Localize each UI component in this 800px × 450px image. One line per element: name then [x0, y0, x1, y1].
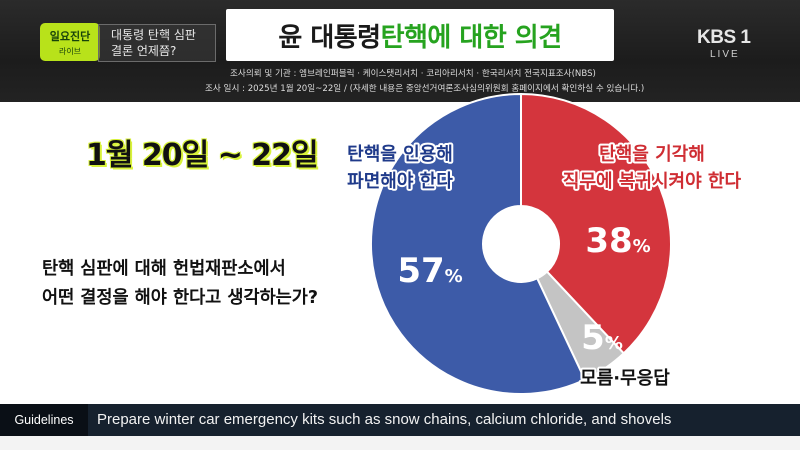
news-ticker: Guidelines Prepare winter car emergency …: [0, 404, 800, 436]
top-banner: 일요진단 라이브 대통령 탄핵 심판 결론 언제쯤? 윤 대통령 탄핵에 대한 …: [0, 0, 800, 102]
ticker-tag: Guidelines: [0, 404, 88, 436]
slice-label-0-line-1: 탄핵을 인용해: [347, 144, 453, 165]
slice-value-2: 5%: [581, 318, 623, 358]
question-line-1: 탄핵 심판에 대해 헌법재판소에서: [42, 259, 286, 279]
live-indicator: LIVE: [710, 49, 740, 60]
slice-label-1-line-1: 탄핵을 기각해: [599, 144, 705, 165]
title-part-1: 윤 대통령: [278, 22, 381, 53]
slice-value-1: 38%: [585, 221, 650, 261]
question-line-2: 어떤 결정을 해야 한다고 생각하는가?: [42, 288, 319, 308]
survey-question: 탄핵 심판에 대해 헌법재판소에서 어떤 결정을 해야 한다고 생각하는가?: [42, 255, 318, 313]
slice-label-0-line-2: 파면해야 한다: [347, 171, 453, 192]
pie-slice-0: [370, 92, 587, 395]
bottom-strip: [0, 436, 800, 450]
page-title: 윤 대통령 탄핵에 대한 의견: [226, 9, 614, 61]
ticker-text: Prepare winter car emergency kits such a…: [97, 411, 672, 428]
show-badge: 일요진단 라이브: [40, 23, 100, 61]
slice-value-0: 57%: [397, 251, 462, 291]
show-live-label: 라이브: [58, 47, 82, 56]
topic-line-2: 결론 언제쯤?: [111, 44, 177, 58]
slice-label-1-line-2: 직무에 복귀시켜야 한다: [563, 171, 742, 192]
title-part-2: 탄핵에 대한 의견: [380, 22, 563, 53]
slice-label-2-line-1: 모름·무응답: [580, 368, 670, 389]
date-range: 1월 20일 ~ 22일: [86, 138, 319, 173]
topic-box: 대통령 탄핵 심판 결론 언제쯤?: [98, 24, 216, 62]
show-name: 일요진단: [49, 30, 91, 43]
pie-slice-1: [520, 92, 672, 355]
survey-source: 조사의뢰 및 기관 : 엠브레인퍼블릭 · 케이스탯리서치 · 코리아리서치 ·…: [230, 69, 596, 79]
topic-line-1: 대통령 탄핵 심판: [111, 28, 196, 42]
broadcaster-logo: KBS 1: [697, 27, 751, 48]
survey-date: 조사 일시 : 2025년 1월 20일~22일 / (자세한 내용은 중앙선거…: [205, 84, 645, 94]
